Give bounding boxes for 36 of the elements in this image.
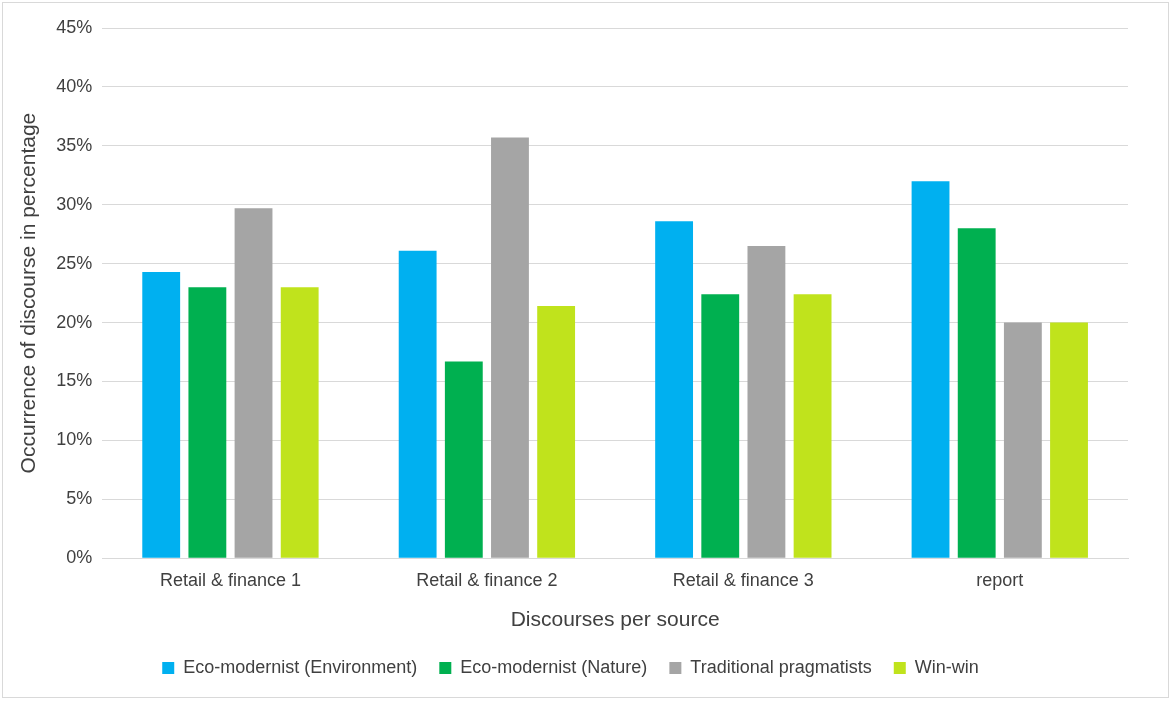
bar xyxy=(747,245,786,558)
bar xyxy=(1050,322,1088,558)
bar xyxy=(234,208,273,558)
legend-label: Eco-modernist (Environment) xyxy=(183,656,418,677)
bar xyxy=(793,294,832,558)
y-tick-label: 10% xyxy=(56,429,93,450)
bar xyxy=(701,294,740,558)
x-tick-label: Retail & finance 2 xyxy=(416,569,558,590)
x-tick-label: Retail & finance 3 xyxy=(672,569,814,590)
bar xyxy=(655,221,694,558)
bar xyxy=(142,271,181,558)
bar xyxy=(957,228,996,558)
y-tick-label: 30% xyxy=(56,193,93,214)
bar xyxy=(280,287,319,558)
y-axis-title: Occurrence of discourse in percentage xyxy=(16,112,40,474)
y-tick-label: 0% xyxy=(66,547,93,568)
bar xyxy=(911,181,950,558)
legend-label: Traditional pragmatists xyxy=(690,656,872,677)
bar xyxy=(188,287,227,558)
y-tick-label: 15% xyxy=(56,370,93,391)
x-axis-title: Discourses per source xyxy=(510,607,720,631)
bar xyxy=(537,306,576,558)
bar xyxy=(1003,322,1042,558)
y-tick-label: 20% xyxy=(56,311,93,332)
x-tick-label: report xyxy=(976,569,1024,590)
y-tick-label: 40% xyxy=(56,75,93,96)
legend-label: Eco-modernist (Nature) xyxy=(460,656,648,677)
x-tick-label: Retail & finance 1 xyxy=(159,569,301,590)
bar xyxy=(491,137,529,558)
bar xyxy=(398,250,437,558)
y-tick-label: 35% xyxy=(56,134,93,155)
legend-label: Win-win xyxy=(914,656,979,677)
bar xyxy=(444,361,483,558)
y-tick-label: 45% xyxy=(56,16,93,37)
y-tick-label: 5% xyxy=(66,488,93,509)
y-tick-label: 25% xyxy=(56,252,93,273)
